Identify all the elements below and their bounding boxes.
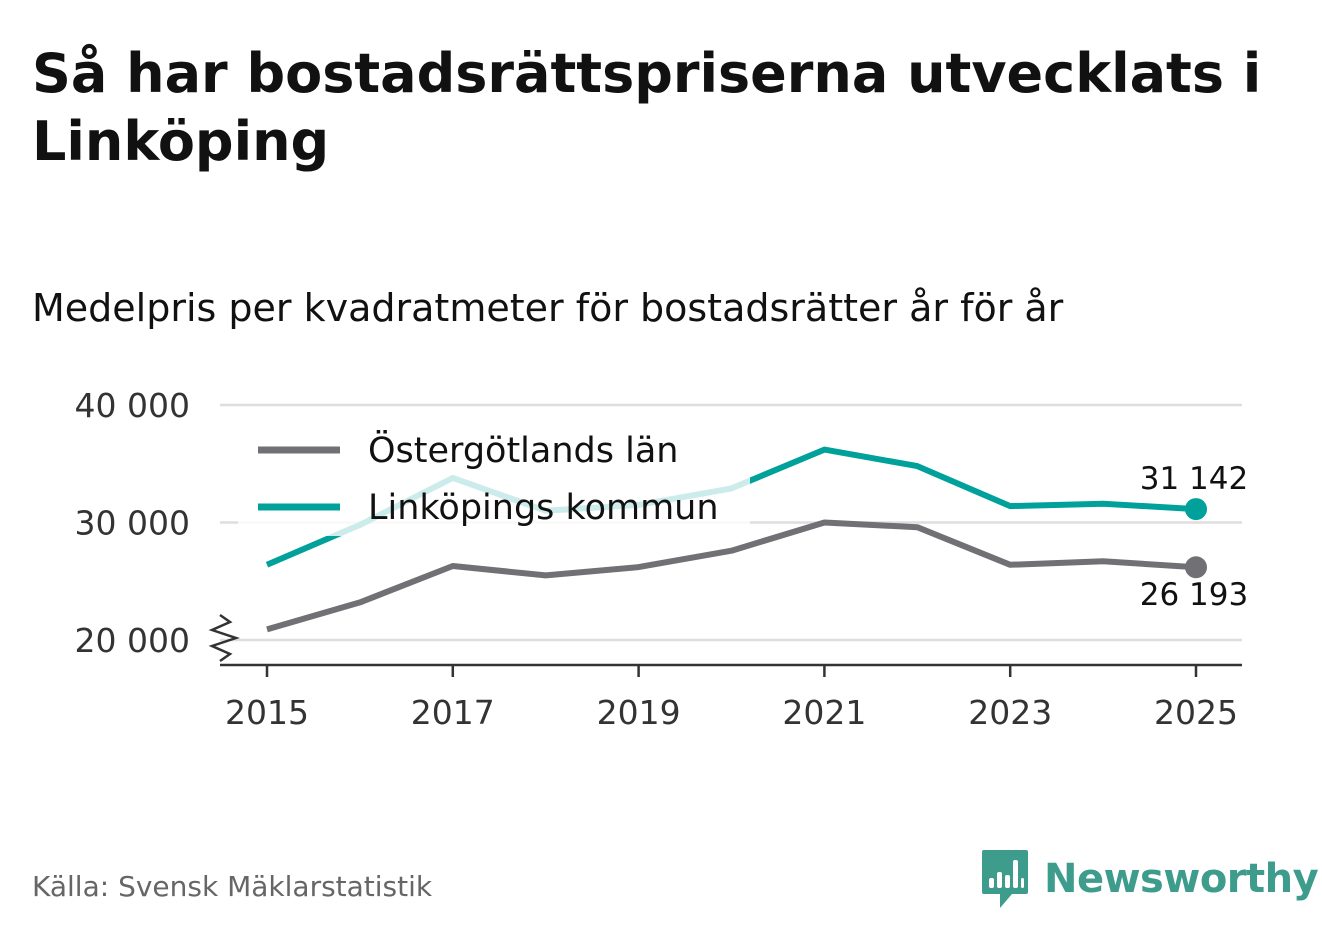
x-tick-label-2015: 2015 <box>225 693 309 732</box>
end-point-county <box>1185 556 1207 579</box>
x-tick-label-2021: 2021 <box>782 693 866 732</box>
axis-break-icon <box>208 613 240 663</box>
end-labels: 26 193 31 142 <box>1140 461 1248 613</box>
x-axis <box>208 613 1242 677</box>
legend: Östergötlands län Linköpings kommun <box>238 418 750 536</box>
series-line-county <box>266 519 1197 633</box>
source-note: Källa: Svensk Mäklarstatistik <box>32 870 433 903</box>
chart-subtitle: Medelpris per kvadratmeter för bostadsrä… <box>32 286 1064 330</box>
end-point-municipality <box>1185 498 1207 521</box>
end-label-county: 26 193 <box>1140 577 1248 613</box>
y-tick-label-20000: 20 000 <box>75 621 190 660</box>
legend-label-county: Östergötlands län <box>368 429 678 471</box>
y-tick-label-40000: 40 000 <box>75 386 190 425</box>
x-tick-label-2019: 2019 <box>597 693 681 732</box>
y-tick-label-30000: 30 000 <box>75 504 190 543</box>
end-label-municipality: 31 142 <box>1140 461 1248 497</box>
legend-label-municipality: Linköpings kommun <box>368 488 719 528</box>
brand-name: Newsworthy <box>1044 856 1319 902</box>
x-axis-tick-labels: 2015 2017 2019 2021 2023 2025 <box>225 693 1238 732</box>
brand: Newsworthy <box>980 848 1319 910</box>
newsworthy-logo-icon <box>982 850 1028 908</box>
chart-title: Så har bostadsrättspriserna utvecklats i… <box>32 42 1262 173</box>
x-tick-label-2023: 2023 <box>968 693 1052 732</box>
legend-background <box>238 418 750 536</box>
x-tick-label-2017: 2017 <box>411 693 495 732</box>
x-tick-label-2025: 2025 <box>1154 693 1238 732</box>
y-axis-tick-labels: 20 000 30 000 40 000 <box>75 386 190 660</box>
